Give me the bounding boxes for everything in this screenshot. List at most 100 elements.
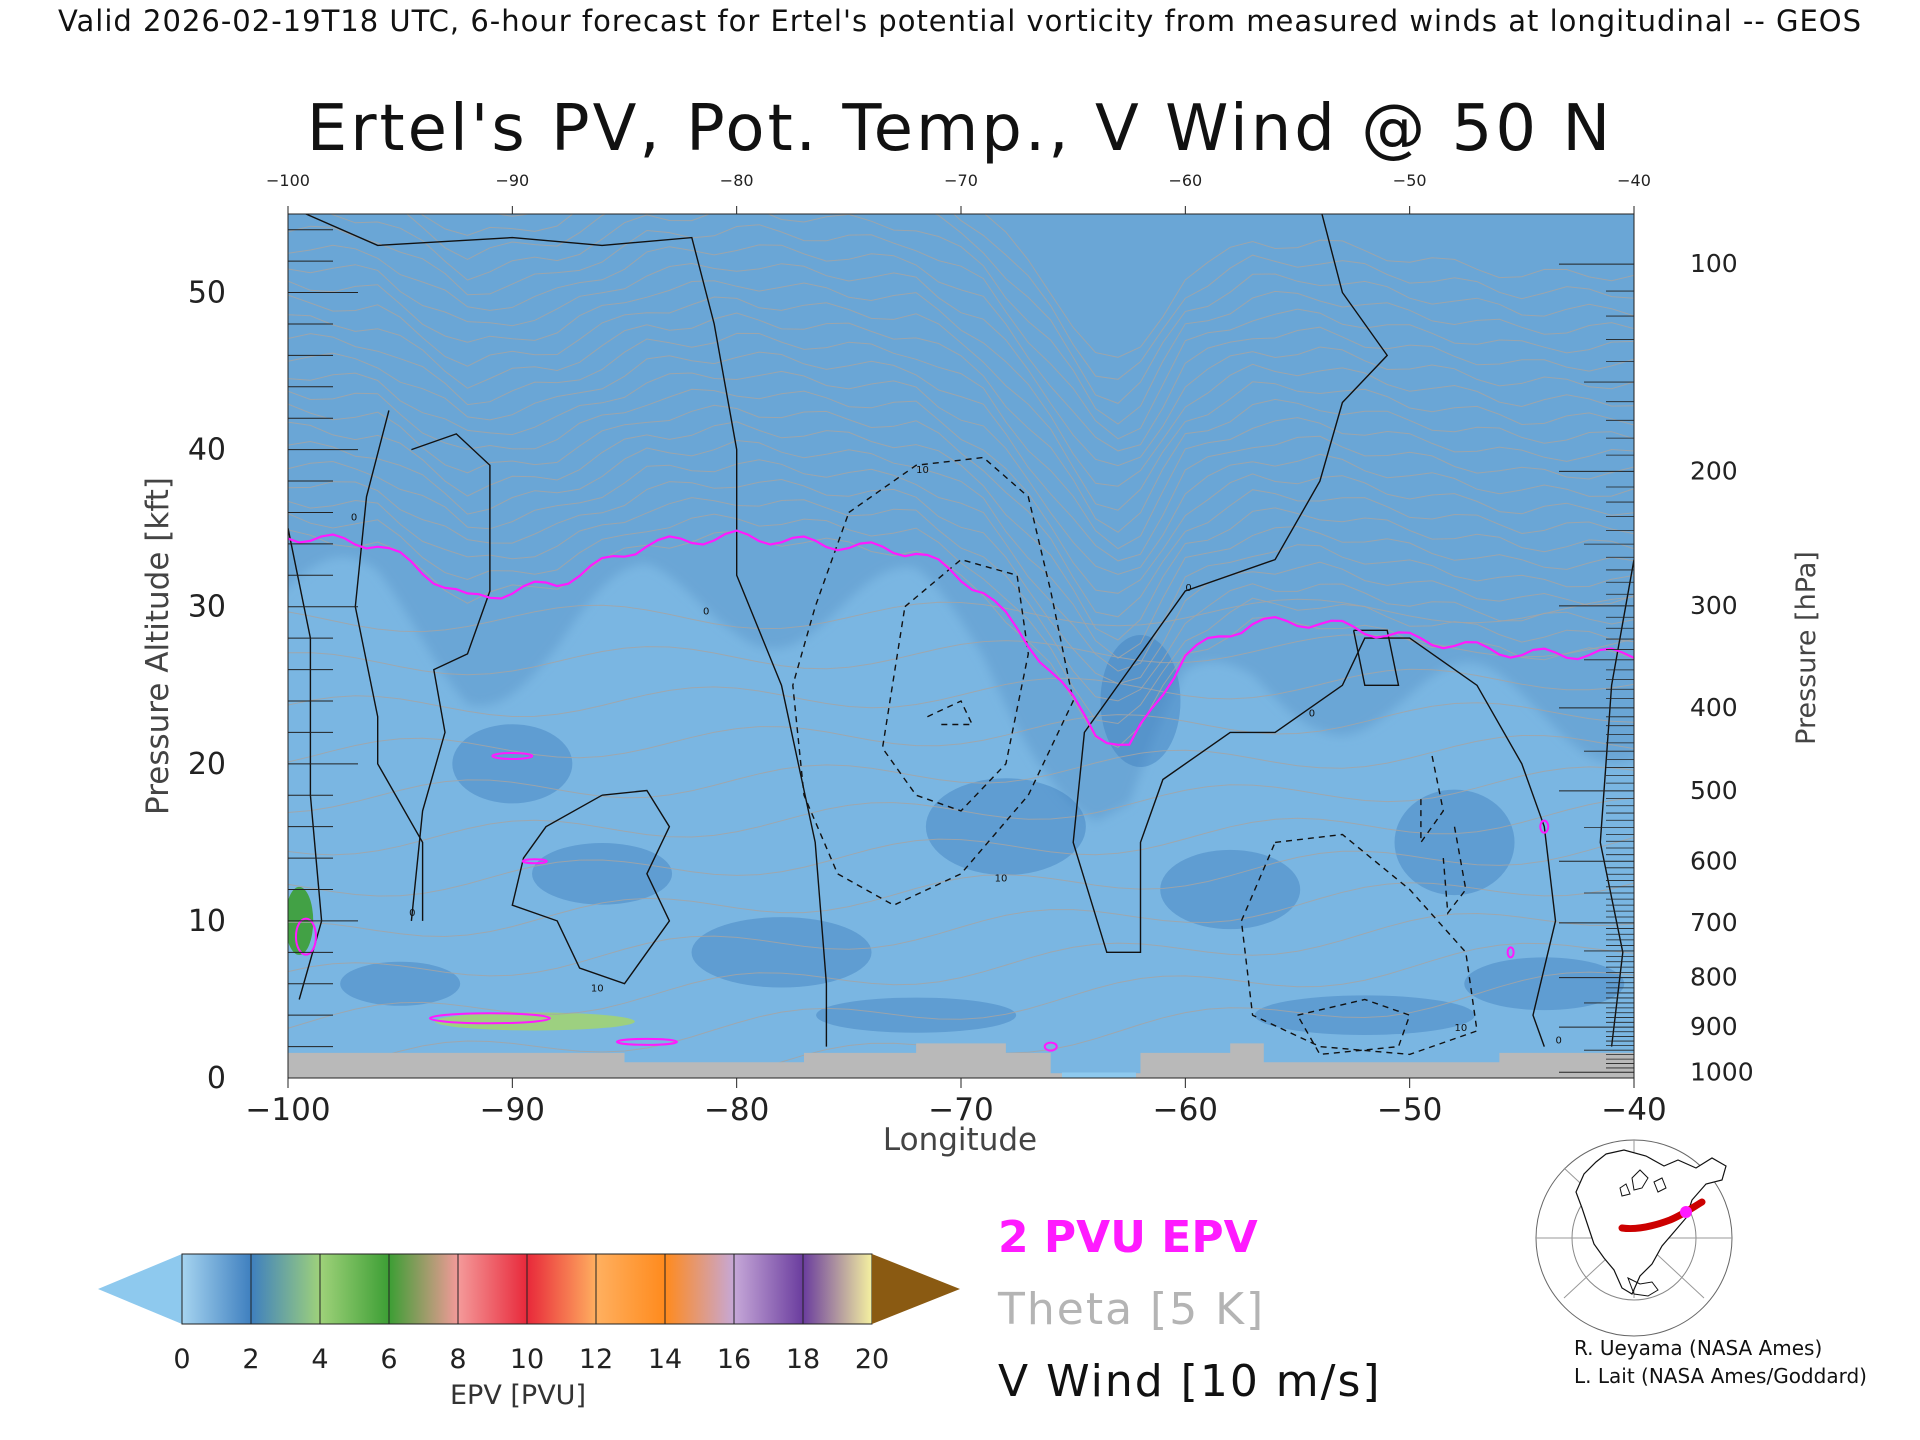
pv2-island-0 bbox=[491, 751, 534, 760]
vwind-contour-12 bbox=[1296, 998, 1411, 1056]
colorbar-segment-2 bbox=[320, 1254, 390, 1324]
x-tick-label-5: −50 bbox=[1377, 1092, 1442, 1128]
pv-blob-8 bbox=[816, 997, 1017, 1033]
x-tick-label-0: −100 bbox=[245, 1092, 330, 1128]
ocean-strip bbox=[1061, 1072, 1136, 1078]
pv-blob-6 bbox=[1464, 957, 1625, 1011]
theta-line-27 bbox=[288, 262, 1634, 467]
theta-line-18 bbox=[288, 421, 1634, 641]
pv-blob-5 bbox=[1394, 789, 1515, 896]
terrain-mask bbox=[288, 1043, 1634, 1078]
credit-line-2: L. Lait (NASA Ames/Goddard) bbox=[1574, 1364, 1867, 1388]
theta-line-30 bbox=[329, 214, 1634, 425]
pv2-contour bbox=[288, 529, 1634, 1052]
vwind-contour-9 bbox=[881, 558, 1030, 812]
colorbar-segment-5 bbox=[527, 1254, 597, 1324]
colorbar-tick-label-5: 10 bbox=[510, 1344, 544, 1375]
theta-line-5 bbox=[288, 797, 1634, 897]
vwind-contour-14 bbox=[1442, 826, 1467, 915]
theta-line-17 bbox=[288, 439, 1634, 659]
theta-line-14 bbox=[288, 497, 1634, 702]
vwind-label-1: 0 bbox=[703, 607, 709, 618]
colorbar-segment-0 bbox=[182, 1254, 252, 1324]
colorbar bbox=[98, 1253, 960, 1325]
theta-line-1 bbox=[304, 942, 1634, 1078]
theta-line-24 bbox=[288, 312, 1634, 533]
theta-line-33 bbox=[494, 214, 1634, 358]
epv-band-1 bbox=[288, 214, 1634, 822]
theta-line-8 bbox=[288, 702, 1634, 763]
colorbar-tick-label-7: 14 bbox=[648, 1344, 682, 1375]
plot-area: 0 0 10 10 0 0 0 10 10 0 bbox=[288, 214, 1634, 1078]
x-axis-label: Longitude bbox=[883, 1122, 1037, 1158]
theta-line-2 bbox=[288, 912, 1634, 1029]
colorbar-under-arrow bbox=[98, 1254, 182, 1324]
vwind-contour-11 bbox=[1240, 833, 1478, 1056]
x-top-tick-label-4: −60 bbox=[1168, 171, 1202, 190]
y-tick-label-2: 20 bbox=[188, 747, 226, 782]
vwind-label-8: 10 bbox=[1455, 1023, 1468, 1034]
pv2-tropopause-line bbox=[288, 529, 1634, 746]
vwind-label-9: 0 bbox=[1555, 1035, 1561, 1046]
theta-line-29 bbox=[288, 224, 1634, 440]
y-axis-ticks: 0 10 20 30 40 50 bbox=[188, 229, 358, 1096]
pv-blob-0 bbox=[452, 724, 573, 804]
theta-line-11 bbox=[288, 596, 1634, 633]
pv2-island-3 bbox=[615, 1037, 678, 1046]
colorbar-segment-4 bbox=[458, 1254, 528, 1324]
p-tick-label-8: 900 bbox=[1690, 1012, 1738, 1041]
lower-pv-texture bbox=[288, 634, 1625, 1035]
theta-line-12 bbox=[288, 529, 1634, 748]
vwind-contours: 0 0 10 10 0 0 0 10 10 0 bbox=[288, 214, 1634, 1056]
x-top-tick-label-2: −80 bbox=[720, 171, 754, 190]
p-tick-label-5: 600 bbox=[1690, 846, 1738, 875]
colorbar-segment-8 bbox=[734, 1254, 804, 1324]
y-axis-label: Pressure Altitude [kft] bbox=[140, 477, 176, 815]
theta-line-19 bbox=[288, 403, 1634, 618]
credit-line-1: R. Ueyama (NASA Ames) bbox=[1574, 1336, 1823, 1360]
p-tick-label-3: 400 bbox=[1690, 693, 1738, 722]
pv2-island-7 bbox=[1506, 946, 1515, 959]
colorbar-segment-1 bbox=[251, 1254, 321, 1324]
colorbar-tick-label-8: 16 bbox=[717, 1344, 751, 1375]
theta-line-28 bbox=[288, 244, 1634, 452]
vwind-label-2: 10 bbox=[916, 465, 929, 476]
vwind-label-7: 10 bbox=[591, 984, 604, 995]
vwind-contour-5 bbox=[1072, 214, 1557, 1047]
x-tick-label-2: −80 bbox=[704, 1092, 769, 1128]
colorbar-tick-label-2: 4 bbox=[311, 1344, 328, 1375]
theta-line-7 bbox=[288, 734, 1634, 813]
colorbar-tick-label-10: 20 bbox=[855, 1344, 889, 1375]
p-tick-label-6: 700 bbox=[1690, 908, 1738, 937]
colorbar-tick-label-4: 8 bbox=[449, 1344, 466, 1375]
pressure-axis-label: Pressure [hPa] bbox=[1791, 551, 1822, 745]
vwind-contour-8 bbox=[792, 456, 1074, 906]
p-tick-label-7: 800 bbox=[1690, 963, 1738, 992]
colorbar-segment-6 bbox=[596, 1254, 666, 1324]
x-top-tick-label-5: −50 bbox=[1393, 171, 1427, 190]
polar-projection-map-icon bbox=[1535, 1139, 1733, 1337]
p-tick-label-2: 300 bbox=[1690, 591, 1738, 620]
p-tick-label-0: 100 bbox=[1690, 249, 1738, 278]
legend-theta: Theta [5 K] bbox=[998, 1284, 1266, 1335]
colorbar-tick-label-1: 2 bbox=[242, 1344, 259, 1375]
theta-line-20 bbox=[288, 388, 1634, 594]
x-axis-top-ticks: −100 −90 −80 −70 −60 −50 −40 bbox=[266, 171, 1651, 214]
theta-line-10 bbox=[288, 634, 1634, 676]
x-tick-label-1: −90 bbox=[480, 1092, 545, 1128]
chart-title: Ertel's PV, Pot. Temp., V Wind @ 50 N bbox=[306, 92, 1614, 166]
theta-line-15 bbox=[288, 478, 1634, 685]
theta-line-9 bbox=[288, 668, 1634, 718]
colorbar-tick-label-9: 18 bbox=[786, 1344, 820, 1375]
p-tick-label-1: 200 bbox=[1690, 456, 1738, 485]
pv-blob-1 bbox=[532, 842, 673, 905]
theta-line-25 bbox=[288, 294, 1634, 511]
vwind-contour-10 bbox=[927, 700, 974, 726]
theta-line-23 bbox=[288, 332, 1634, 550]
pressure-axis-ticks: 100 200 300 400 500 600 700 800 900 1000 bbox=[1559, 249, 1754, 1086]
y-tick-label-0: 0 bbox=[207, 1061, 226, 1096]
pv-blob-10 bbox=[1100, 634, 1181, 767]
colorbar-segment-7 bbox=[665, 1254, 735, 1324]
theta-line-16 bbox=[288, 459, 1634, 672]
